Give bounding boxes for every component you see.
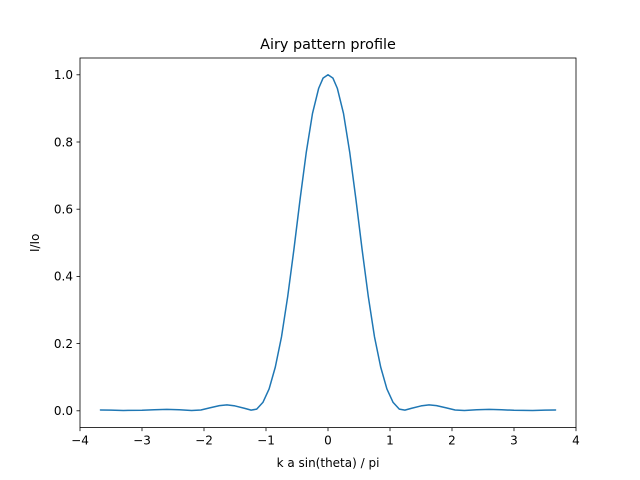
y-tick-label: 1.0: [54, 68, 73, 82]
x-axis-label: k a sin(theta) / pi: [277, 456, 380, 470]
y-tick-label: 0.0: [54, 404, 73, 418]
x-tick-label: 4: [572, 434, 580, 448]
plot-frame: [79, 57, 577, 429]
plot-area: [99, 74, 557, 412]
chart-title: Airy pattern profile: [260, 37, 396, 53]
y-tick-label: 0.8: [54, 135, 73, 149]
x-tick-label: 1: [386, 434, 394, 448]
x-tick-label: 2: [448, 434, 456, 448]
x-axis-ticks: −4 −3 −2 −1 0 1 2 3 4: [71, 427, 580, 448]
y-tick-label: 0.2: [54, 337, 73, 351]
x-tick-label: −2: [195, 434, 213, 448]
y-tick-label: 0.4: [54, 270, 73, 284]
y-axis-ticks: 0.0 0.2 0.4 0.6 0.8 1.0: [54, 68, 80, 418]
series-line: [99, 74, 557, 412]
y-axis-label: I/Io: [28, 234, 42, 252]
x-tick-label: −3: [133, 434, 151, 448]
x-tick-label: 3: [510, 434, 518, 448]
x-tick-label: −1: [257, 434, 275, 448]
x-tick-label: 0: [324, 434, 332, 448]
y-tick-label: 0.6: [54, 203, 73, 217]
x-tick-label: −4: [71, 434, 89, 448]
